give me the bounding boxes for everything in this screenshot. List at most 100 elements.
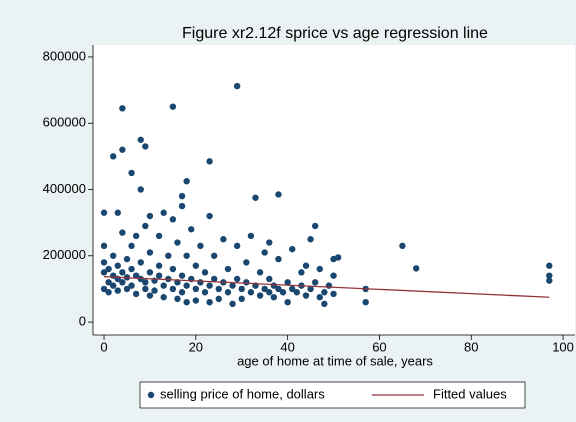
y-tick-label: 200000 bbox=[43, 247, 86, 262]
data-point bbox=[256, 292, 264, 299]
data-point bbox=[132, 290, 140, 298]
data-point bbox=[109, 282, 117, 289]
data-point bbox=[178, 192, 186, 200]
data-point bbox=[270, 294, 278, 301]
data-point bbox=[275, 255, 282, 263]
data-point bbox=[178, 289, 186, 296]
data-point bbox=[100, 285, 108, 293]
data-point bbox=[243, 279, 250, 286]
data-point bbox=[252, 194, 259, 201]
data-point bbox=[325, 282, 333, 289]
data-point bbox=[302, 292, 310, 299]
data-point bbox=[119, 229, 126, 236]
data-point bbox=[128, 242, 135, 250]
data-point bbox=[178, 202, 186, 210]
data-point bbox=[279, 289, 287, 296]
data-point bbox=[210, 275, 218, 283]
data-point bbox=[210, 252, 218, 259]
data-point bbox=[160, 209, 167, 216]
data-point bbox=[206, 298, 213, 306]
data-point bbox=[183, 298, 190, 306]
data-point bbox=[546, 277, 553, 284]
data-point bbox=[284, 298, 291, 306]
data-point bbox=[109, 252, 117, 259]
data-point bbox=[105, 289, 112, 296]
data-point bbox=[224, 265, 232, 273]
data-point bbox=[362, 298, 369, 306]
data-point bbox=[220, 236, 227, 243]
data-point bbox=[119, 279, 126, 286]
data-point bbox=[142, 279, 149, 286]
data-point bbox=[192, 285, 200, 293]
x-tick-label: 100 bbox=[552, 339, 574, 354]
data-point bbox=[215, 295, 222, 303]
data-point bbox=[261, 285, 268, 293]
data-point bbox=[146, 249, 154, 256]
data-point bbox=[206, 158, 213, 165]
data-point bbox=[311, 279, 319, 286]
data-point bbox=[169, 103, 177, 110]
data-point bbox=[229, 300, 236, 308]
x-axis-label: age of home at time of sale, years bbox=[237, 353, 433, 368]
legend bbox=[139, 381, 526, 409]
data-point bbox=[142, 285, 149, 293]
data-point bbox=[100, 209, 108, 216]
data-point bbox=[169, 216, 177, 223]
data-point bbox=[307, 236, 314, 243]
data-point bbox=[142, 222, 149, 230]
data-point bbox=[100, 242, 108, 250]
data-point bbox=[105, 265, 112, 273]
data-point bbox=[243, 259, 250, 266]
data-point bbox=[192, 262, 200, 269]
data-point bbox=[146, 212, 154, 220]
data-point bbox=[192, 297, 200, 304]
data-point bbox=[123, 285, 131, 293]
data-point bbox=[128, 265, 135, 273]
data-point bbox=[289, 285, 296, 293]
data-point bbox=[160, 282, 167, 289]
data-point bbox=[109, 153, 117, 160]
data-point bbox=[256, 269, 264, 276]
x-tick-label: 60 bbox=[372, 339, 386, 354]
data-point bbox=[155, 272, 163, 279]
data-point bbox=[160, 294, 167, 301]
data-point bbox=[334, 254, 342, 261]
data-point bbox=[105, 279, 112, 286]
data-point bbox=[197, 279, 204, 286]
data-point bbox=[128, 169, 135, 177]
data-point bbox=[546, 272, 553, 279]
data-point bbox=[289, 245, 296, 253]
data-point bbox=[307, 285, 314, 293]
data-point bbox=[321, 300, 328, 308]
data-point bbox=[311, 222, 319, 230]
data-point bbox=[233, 275, 241, 283]
data-point bbox=[197, 242, 204, 250]
data-point bbox=[174, 239, 181, 246]
chart-title: Figure xr2.12f sprice vs age regression … bbox=[182, 25, 488, 42]
data-point bbox=[233, 82, 241, 90]
data-point bbox=[100, 259, 108, 266]
data-point bbox=[165, 252, 172, 259]
y-tick-label: 0 bbox=[79, 314, 86, 329]
data-point bbox=[224, 289, 232, 296]
data-point bbox=[293, 289, 301, 296]
data-point bbox=[215, 285, 222, 293]
data-point bbox=[178, 272, 186, 279]
data-point bbox=[330, 290, 337, 298]
x-tick-label: 80 bbox=[464, 339, 478, 354]
data-point bbox=[183, 282, 190, 289]
data-point bbox=[169, 285, 177, 293]
data-point bbox=[298, 269, 305, 276]
data-point bbox=[266, 239, 273, 246]
legend-label: selling price of home, dollars bbox=[160, 386, 325, 401]
data-point bbox=[137, 136, 144, 143]
data-point bbox=[412, 265, 420, 272]
data-point bbox=[183, 178, 190, 185]
data-point bbox=[233, 242, 241, 250]
data-point bbox=[132, 272, 140, 279]
data-point bbox=[275, 285, 282, 293]
data-point bbox=[275, 191, 282, 198]
data-point bbox=[142, 143, 149, 150]
data-point bbox=[119, 146, 126, 153]
